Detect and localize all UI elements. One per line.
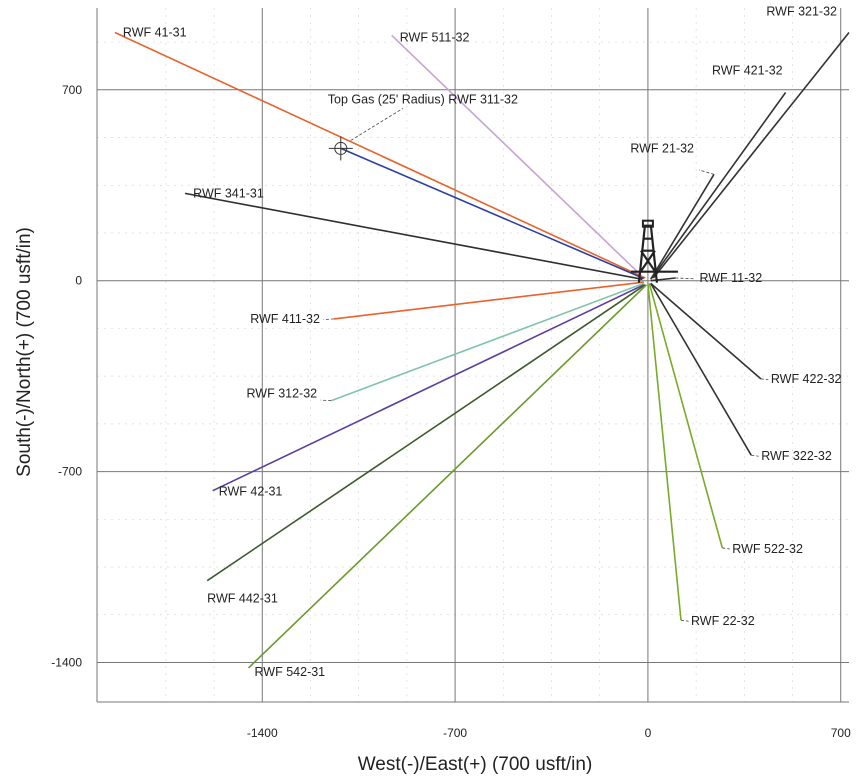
well-paths	[114, 31, 850, 669]
well-label: RWF 322-32	[761, 449, 832, 463]
well-path	[330, 282, 645, 402]
well-path	[206, 284, 646, 582]
well-label: RWF 11-32	[699, 271, 762, 285]
well-label: RWF 411-32	[250, 312, 320, 326]
well-path	[391, 34, 643, 278]
well-label: RWF 42-31	[219, 485, 283, 499]
tick-labels: -1400 -700 0 700 700 0 -700 -1400	[51, 83, 851, 740]
well-path	[340, 147, 645, 280]
y-tick-label: 700	[62, 83, 82, 97]
label-leader	[760, 378, 769, 381]
x-tick-label: 0	[645, 726, 652, 740]
well-path	[650, 173, 715, 280]
y-tick-label: -700	[58, 465, 82, 479]
well-label: RWF 341-31	[193, 186, 264, 200]
well-label: RWF 421-32	[712, 64, 783, 78]
well-label: RWF 442-31	[207, 592, 278, 606]
derrick-crown	[641, 219, 654, 228]
label-leader	[320, 399, 332, 402]
grid-layer	[97, 8, 849, 702]
well-path	[650, 282, 762, 380]
y-tick-label: 0	[75, 274, 82, 288]
well-label: RWF 21-32	[630, 141, 694, 155]
well-labels: RWF 41-31 RWF 511-32 RWF 341-31 RWF 411-32 R…	[123, 5, 842, 679]
well-label: RWF 422-32	[771, 372, 842, 386]
well-path	[650, 282, 752, 456]
well-label: RWF 511-32	[400, 30, 470, 44]
label-leader	[675, 277, 694, 280]
y-axis-title: South(-)/North(+) (700 usft/in)	[14, 227, 35, 477]
well-path	[184, 192, 643, 281]
well-label: RWF 321-32	[766, 5, 837, 19]
x-tick-label: -700	[443, 726, 467, 740]
well-label: RWF 41-31	[123, 26, 187, 40]
label-leader	[323, 318, 334, 321]
plot-frame	[96, 8, 849, 703]
derrick-bracing	[639, 237, 657, 274]
well-path	[333, 281, 644, 320]
well-label: RWF 312-32	[246, 387, 317, 401]
y-tick-label: -1400	[51, 655, 82, 669]
well-path	[212, 284, 645, 492]
x-tick-label: 700	[831, 726, 851, 740]
well-path	[651, 92, 787, 279]
well-label: RWF 22-32	[691, 614, 755, 628]
label-leader	[698, 169, 715, 175]
rig-icon	[630, 219, 678, 283]
label-leader	[751, 454, 759, 457]
well-label: RWF 522-32	[732, 542, 803, 556]
annotation-label: Top Gas (25' Radius) RWF 311-32	[328, 92, 518, 106]
label-leader	[680, 619, 689, 622]
well-path	[647, 283, 682, 621]
annotation-leader	[350, 108, 403, 141]
well-label: RWF 542-31	[255, 665, 326, 679]
well-path	[648, 283, 724, 549]
label-leader	[722, 547, 730, 550]
well-path	[114, 31, 646, 279]
well-path	[650, 277, 676, 282]
x-axis-title: West(-)/East(+) (700 usft/in)	[358, 754, 593, 775]
well-path	[652, 32, 850, 279]
well-path	[247, 284, 648, 669]
x-tick-label: -1400	[247, 726, 278, 740]
